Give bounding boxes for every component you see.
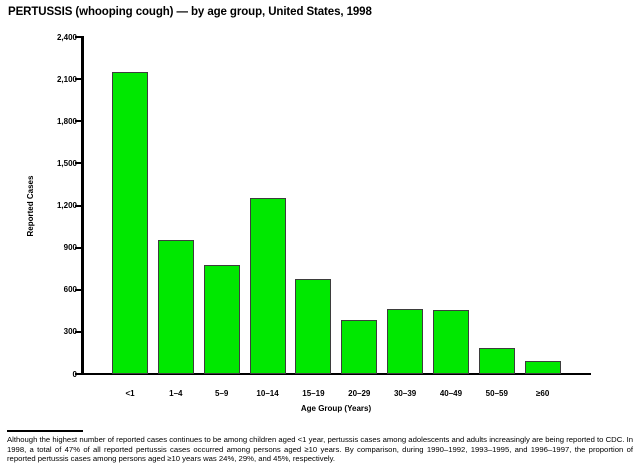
y-tick-mark xyxy=(75,330,81,333)
x-tick-label: 40–49 xyxy=(439,389,463,398)
x-tick-label: 10–14 xyxy=(256,389,279,398)
y-axis-line xyxy=(81,36,84,375)
x-tick-label: 15–19 xyxy=(302,389,325,398)
x-tick-label: 30–39 xyxy=(393,389,417,398)
x-tick-label: 5–9 xyxy=(215,389,229,398)
y-tick-label: 0 xyxy=(72,369,77,379)
bar-50–59 xyxy=(478,348,515,374)
x-tick-label: 50–59 xyxy=(485,389,508,398)
y-axis-title: Reported Cases xyxy=(26,175,35,237)
y-tick-label: 600 xyxy=(63,285,77,295)
y-tick-mark xyxy=(75,246,81,249)
bar-1–4 xyxy=(157,239,194,374)
x-axis-title: Age Group (Years) xyxy=(300,404,372,413)
x-tick-label: <1 xyxy=(125,389,135,398)
footnote-text: Although the highest number of reported … xyxy=(7,435,633,464)
bar-10–14 xyxy=(249,198,286,374)
y-tick-mark xyxy=(75,162,81,165)
chart-title: PERTUSSIS (whooping cough) — by age grou… xyxy=(8,6,372,18)
bar-15–19 xyxy=(295,278,332,374)
x-axis-line xyxy=(81,372,591,375)
bar-≥60 xyxy=(524,361,561,374)
y-tick-mark xyxy=(75,204,81,207)
y-tick-label: 300 xyxy=(63,327,77,337)
y-tick-label: 1,200 xyxy=(56,201,77,210)
y-tick-label: 2,100 xyxy=(56,74,77,84)
y-tick-label: 900 xyxy=(63,243,77,253)
footnote-separator-line xyxy=(7,430,83,432)
bar-20–29 xyxy=(341,319,378,374)
y-tick-mark xyxy=(75,78,81,81)
bar-<1 xyxy=(112,72,148,374)
x-tick-label: ≥60 xyxy=(535,389,550,398)
y-tick-mark xyxy=(75,36,81,38)
y-tick-mark xyxy=(75,120,81,123)
y-tick-mark xyxy=(75,288,81,291)
y-tick-label: 1,500 xyxy=(56,158,77,168)
y-tick-label: 2,400 xyxy=(56,32,77,42)
bar-30–39 xyxy=(387,308,424,374)
x-tick-label: 1–4 xyxy=(169,389,183,398)
bar-40–49 xyxy=(432,310,469,374)
y-tick-label: 1,800 xyxy=(56,116,77,126)
x-tick-label: 20–29 xyxy=(348,389,371,398)
bar-5–9 xyxy=(203,265,240,374)
y-tick-mark xyxy=(75,373,81,375)
